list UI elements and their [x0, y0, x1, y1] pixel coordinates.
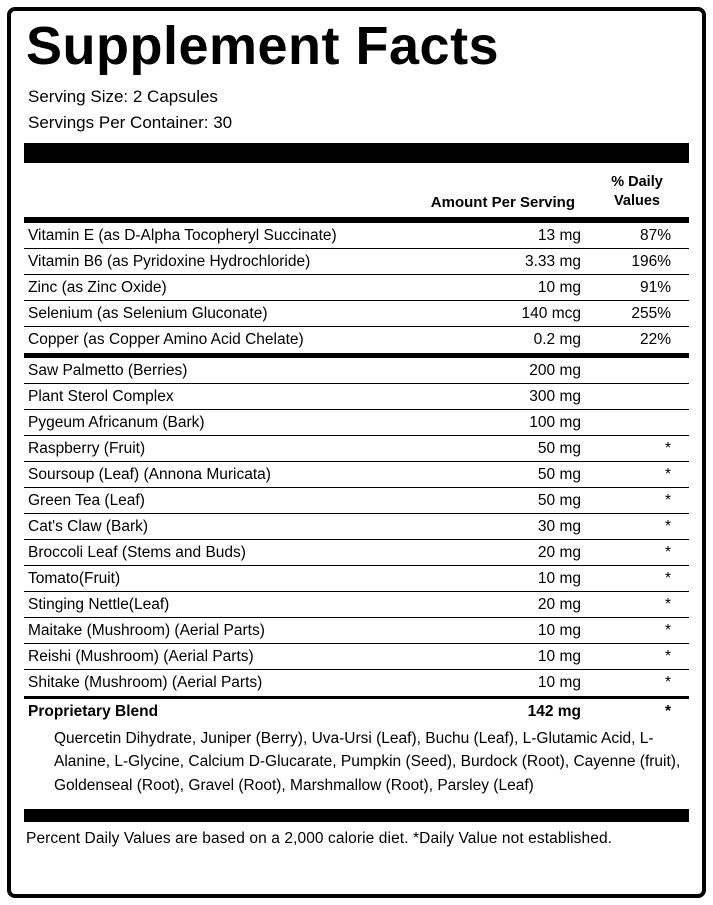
ingredient-daily-value: 22% [639, 331, 671, 348]
proprietary-blend-row: Proprietary Blend 142 mg * [24, 699, 689, 725]
table-row: Plant Sterol Complex 300 mg [24, 384, 689, 410]
table-row: Saw Palmetto (Berries) 200 mg [24, 358, 689, 384]
ingredient-amount: 3.33 mg [524, 252, 581, 270]
ingredient-amount: 10 mg [537, 569, 581, 587]
ingredient-name: Vitamin E (as D-Alpha Tocopheryl Succina… [28, 226, 337, 244]
ingredient-name: Vitamin B6 (as Pyridoxine Hydrochloride) [28, 252, 311, 270]
supplement-facts-label: Supplement Facts Serving Size: 2 Capsule… [7, 7, 706, 898]
ingredient-amount: 10 mg [537, 674, 581, 691]
ingredient-name: Broccoli Leaf (Stems and Buds) [28, 543, 246, 561]
daily-values-column-header: % Daily Values [589, 173, 689, 211]
table-row: Vitamin B6 (as Pyridoxine Hydrochloride)… [24, 249, 689, 275]
divider-bar-top [24, 143, 689, 163]
ingredient-amount: 300 mg [529, 387, 581, 405]
ingredient-daily-value: * [664, 439, 671, 457]
ingredient-name: Saw Palmetto (Berries) [28, 361, 188, 379]
ingredient-name: Cat's Claw (Bark) [28, 517, 149, 535]
ingredient-daily-value: * [664, 517, 671, 535]
ingredient-daily-value: * [664, 465, 671, 483]
table-row: Pygeum Africanum (Bark) 100 mg [24, 410, 689, 436]
ingredient-daily-value: 91% [639, 278, 671, 296]
label-title: Supplement Facts [26, 16, 500, 76]
ingredient-name: Zinc (as Zinc Oxide) [28, 278, 167, 296]
table-row: Maitake (Mushroom) (Aerial Parts) 10 mg … [24, 618, 689, 644]
ingredient-amount: 20 mg [537, 595, 581, 613]
table-row: Zinc (as Zinc Oxide) 10 mg 91% [24, 275, 689, 301]
daily-value-footnote: Percent Daily Values are based on a 2,00… [26, 829, 613, 847]
ingredient-name: Green Tea (Leaf) [28, 491, 145, 509]
daily-values-header-line1: % Daily [611, 174, 663, 191]
table-row: Vitamin E (as D-Alpha Tocopheryl Succina… [24, 223, 689, 249]
ingredient-amount: 10 mg [537, 278, 581, 296]
ingredient-daily-value: * [664, 543, 671, 561]
table-row: Stinging Nettle(Leaf) 20 mg * [24, 592, 689, 618]
ingredient-daily-value: 255% [631, 304, 671, 322]
table-row: Raspberry (Fruit) 50 mg * [24, 436, 689, 462]
ingredient-amount: 140 mcg [521, 304, 581, 322]
ingredient-amount: 200 mg [529, 361, 581, 379]
ingredient-daily-value: * [664, 595, 671, 613]
blend-daily-value: * [664, 703, 671, 720]
ingredient-amount: 50 mg [537, 491, 581, 509]
table-row: Tomato(Fruit) 10 mg * [24, 566, 689, 592]
serving-size: Serving Size: 2 Capsules [28, 87, 218, 106]
table-row: Cat's Claw (Bark) 30 mg * [24, 514, 689, 540]
ingredient-name: Raspberry (Fruit) [28, 439, 146, 457]
table-row: Selenium (as Selenium Gluconate) 140 mcg… [24, 301, 689, 327]
ingredient-amount: 10 mg [537, 621, 581, 639]
servings-per-container: Servings Per Container: 30 [28, 113, 233, 132]
table-row: Shitake (Mushroom) (Aerial Parts) 10 mg … [24, 670, 689, 696]
ingredient-name: Selenium (as Selenium Gluconate) [28, 304, 268, 322]
ingredient-daily-value: * [664, 569, 671, 587]
ingredient-amount: 0.2 mg [533, 331, 581, 348]
blend-name: Proprietary Blend [28, 703, 159, 720]
divider-bar-mid [24, 353, 689, 358]
ingredient-name: Reishi (Mushroom) (Aerial Parts) [28, 647, 254, 665]
ingredient-amount: 50 mg [537, 439, 581, 457]
ingredient-daily-value: 196% [631, 252, 671, 270]
blend-ingredients: Quercetin Dihydrate, Juniper (Berry), Uv… [54, 730, 681, 794]
ingredient-name: Plant Sterol Complex [28, 387, 174, 405]
ingredient-daily-value: * [664, 674, 671, 691]
divider-bar-blend [24, 696, 689, 699]
herbs-section: Saw Palmetto (Berries) 200 mg Plant Ster… [24, 358, 689, 696]
ingredient-name: Soursoup (Leaf) (Annona Muricata) [28, 465, 271, 483]
table-row: Soursoup (Leaf) (Annona Muricata) 50 mg … [24, 462, 689, 488]
ingredient-amount: 13 mg [537, 226, 581, 244]
ingredient-name: Shitake (Mushroom) (Aerial Parts) [28, 674, 263, 691]
divider-bar-bottom [24, 808, 689, 822]
ingredient-name: Pygeum Africanum (Bark) [28, 413, 205, 431]
ingredient-daily-value: * [664, 647, 671, 665]
ingredient-amount: 50 mg [537, 465, 581, 483]
vitamins-section: Vitamin E (as D-Alpha Tocopheryl Succina… [24, 223, 689, 353]
ingredient-name: Maitake (Mushroom) (Aerial Parts) [28, 621, 265, 639]
daily-values-header-line2: Values [614, 193, 660, 210]
ingredient-name: Tomato(Fruit) [28, 569, 121, 587]
table-row: Reishi (Mushroom) (Aerial Parts) 10 mg * [24, 644, 689, 670]
column-headers: Amount Per Serving % Daily Values [24, 163, 689, 217]
ingredient-daily-value: 87% [639, 226, 671, 244]
table-row: Green Tea (Leaf) 50 mg * [24, 488, 689, 514]
ingredient-daily-value: * [664, 621, 671, 639]
ingredient-amount: 100 mg [529, 413, 581, 431]
divider-bar-header [24, 217, 689, 223]
ingredient-name: Copper (as Copper Amino Acid Chelate) [28, 331, 304, 348]
blend-amount: 142 mg [527, 703, 581, 720]
amount-column-header: Amount Per Serving [430, 194, 575, 211]
ingredient-daily-value: * [664, 491, 671, 509]
ingredient-amount: 20 mg [537, 543, 581, 561]
table-row: Copper (as Copper Amino Acid Chelate) 0.… [24, 327, 689, 353]
ingredient-amount: 10 mg [537, 647, 581, 665]
ingredient-amount: 30 mg [537, 517, 581, 535]
ingredient-name: Stinging Nettle(Leaf) [28, 595, 170, 613]
table-row: Broccoli Leaf (Stems and Buds) 20 mg * [24, 540, 689, 566]
